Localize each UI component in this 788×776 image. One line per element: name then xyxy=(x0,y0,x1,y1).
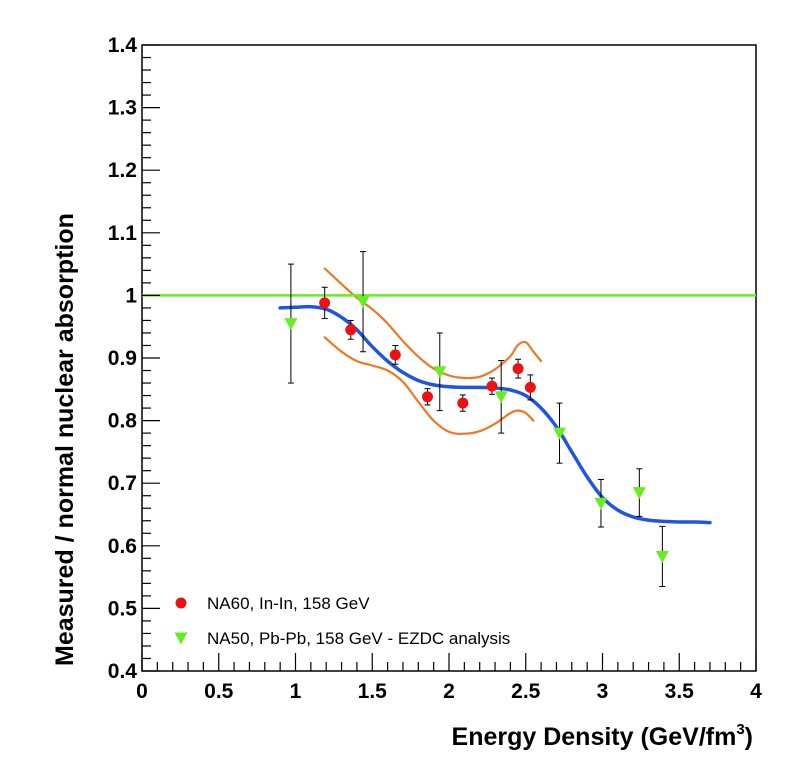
x-tick-label: 1.5 xyxy=(358,680,388,703)
y-tick-label: 0.4 xyxy=(108,660,138,683)
band-curve-upper-band xyxy=(323,267,543,380)
y-axis-title: Measured / normal nuclear absorption xyxy=(51,213,79,666)
y-tick-label: 0.9 xyxy=(108,347,137,370)
curves-layer xyxy=(278,267,712,525)
legend-marker-na60 xyxy=(175,597,187,609)
na60-data-point xyxy=(524,381,536,393)
band-curve-lower-band xyxy=(323,336,535,435)
y-tick-label: 1.3 xyxy=(108,97,137,120)
x-axis-title-close: ) xyxy=(745,723,753,751)
ticks-layer xyxy=(141,44,757,672)
na50-data-point xyxy=(655,550,669,563)
plot-frame xyxy=(141,44,757,672)
legend-label-na50: NA50, Pb-Pb, 158 GeV - EZDC analysis xyxy=(207,629,510,648)
legend-marker-na50 xyxy=(174,632,188,645)
x-tick-label: 3 xyxy=(597,680,609,703)
na50-data-point xyxy=(356,296,370,309)
tick-labels-layer: 0 0.5 1 1.5 2 2.5 3 3.5 4 0.4 0.5 0.6 0.7 0.8 0.9 1 1.1 1… xyxy=(108,34,762,703)
na50-data-point xyxy=(494,391,508,404)
y-tick-label: 1 xyxy=(125,284,137,307)
y-tick-label: 1.2 xyxy=(108,159,137,182)
x-tick-label: 0 xyxy=(136,680,148,703)
na50-data-point xyxy=(433,366,447,379)
y-tick-label: 1.1 xyxy=(108,222,138,245)
na60-data-point xyxy=(345,324,357,336)
na50-data-point xyxy=(553,427,567,440)
na60-data-point xyxy=(319,297,331,309)
na60-data-point xyxy=(389,349,401,361)
na50-data-point xyxy=(284,318,298,331)
y-tick-label: 0.6 xyxy=(108,535,137,558)
x-axis-title-sup: 3 xyxy=(736,721,744,738)
na50-data-point xyxy=(594,497,608,510)
x-tick-label: 3.5 xyxy=(665,680,695,703)
x-tick-label: 4 xyxy=(750,680,762,703)
x-tick-label: 2 xyxy=(443,680,455,703)
na60-data-point xyxy=(422,391,434,403)
legend: NA60, In-In, 158 GeV NA50, Pb-Pb, 158 GeV… xyxy=(174,594,510,648)
x-tick-label: 0.5 xyxy=(204,680,234,703)
error-bars-layer xyxy=(287,251,666,587)
x-axis-title: Energy Density (GeV/fm3) xyxy=(452,721,753,751)
na60-data-point xyxy=(457,397,469,409)
na60-data-point xyxy=(512,363,524,375)
na60-data-point xyxy=(486,380,498,392)
legend-label-na60: NA60, In-In, 158 GeV xyxy=(207,594,370,613)
fit-curve xyxy=(278,304,712,525)
y-tick-label: 0.7 xyxy=(108,472,137,495)
markers-layer xyxy=(284,296,669,563)
x-tick-label: 2.5 xyxy=(511,680,541,703)
y-tick-label: 0.8 xyxy=(108,410,138,433)
y-tick-label: 0.5 xyxy=(108,597,138,620)
x-axis-title-main: Energy Density (GeV/fm xyxy=(452,723,737,751)
y-tick-label: 1.4 xyxy=(108,34,138,57)
na50-data-point xyxy=(632,487,646,500)
x-tick-label: 1 xyxy=(290,680,302,703)
